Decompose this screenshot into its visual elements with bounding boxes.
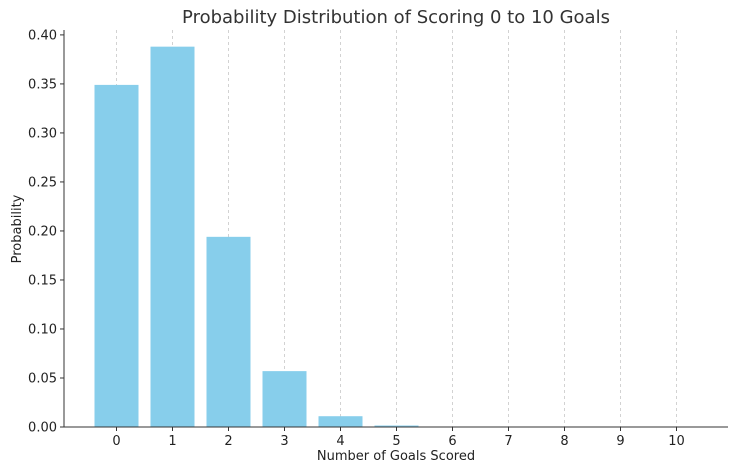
bar-5 [374,425,419,427]
x-tick-label-1: 1 [168,434,176,449]
chart-title: Probability Distribution of Scoring 0 to… [182,7,610,28]
bars-layer [94,46,475,428]
bar-4 [318,416,363,427]
bar-1 [150,46,195,428]
y-tick-label-0.00: 0.00 [28,421,57,436]
x-tick-label-2: 2 [224,434,232,449]
y-axis-label: Probability [10,194,25,263]
y-tick-label-0.30: 0.30 [28,126,57,141]
grid-layer [116,30,677,427]
y-tick-label-0.40: 0.40 [28,28,57,43]
bar-3 [262,371,307,427]
x-tick-label-10: 10 [668,434,685,449]
x-tick-label-5: 5 [392,434,400,449]
x-tick-label-4: 4 [336,434,344,449]
y-tick-label-0.25: 0.25 [28,175,57,190]
y-tick-label-0.15: 0.15 [28,273,57,288]
y-tick-label-0.05: 0.05 [28,371,57,386]
bar-0 [94,84,139,427]
y-ticks: 0.00 0.05 0.10 0.15 0.20 0.25 0.30 0.35 0.40 [28,28,64,436]
bar-2 [206,236,251,427]
y-tick-label-0.20: 0.20 [28,224,57,239]
x-tick-label-7: 7 [504,434,512,449]
x-axis-label: Number of Goals Scored [317,449,475,464]
y-tick-label-0.35: 0.35 [28,77,57,92]
x-tick-label-9: 9 [616,434,624,449]
x-ticks: 0 1 2 3 4 5 6 7 8 9 10 [112,427,685,449]
x-tick-label-0: 0 [112,434,120,449]
x-tick-label-3: 3 [280,434,288,449]
x-tick-label-6: 6 [448,434,456,449]
x-tick-label-8: 8 [560,434,568,449]
y-tick-label-0.10: 0.10 [28,322,57,337]
